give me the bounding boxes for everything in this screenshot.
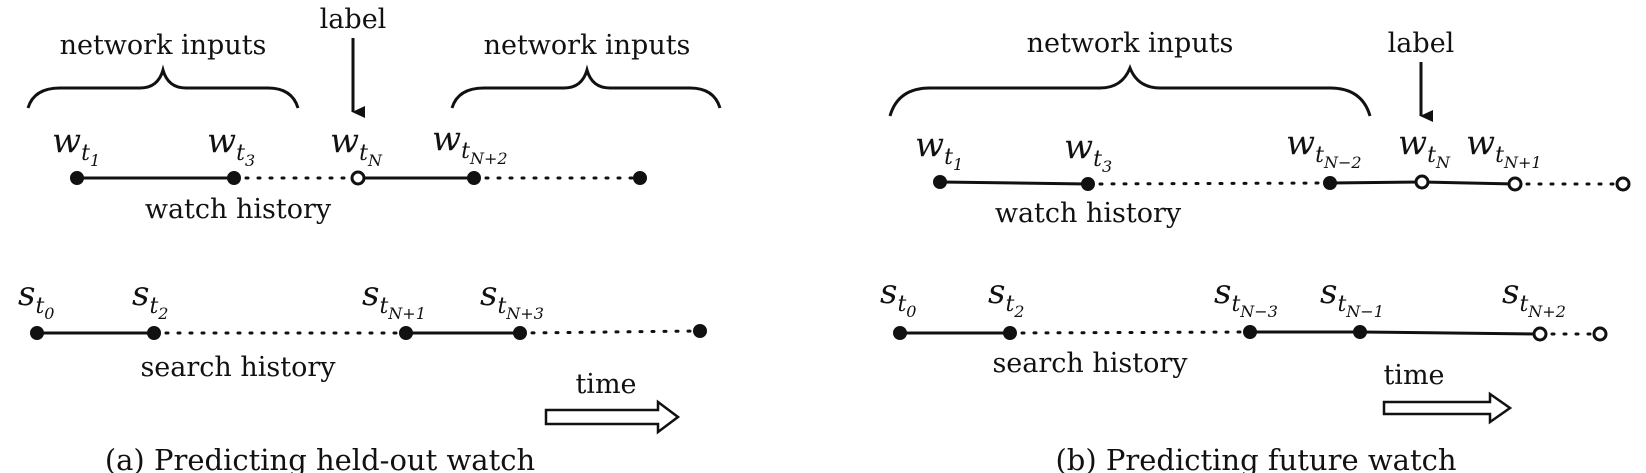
search-node-b-end (1592, 326, 1608, 342)
watch-segment-b-2 (1329, 180, 1423, 185)
search-node-a-t0 (30, 326, 44, 340)
search-label-b-tN-1: stN−1 (1320, 272, 1384, 321)
watch-label-b-tN: wtN (1398, 123, 1451, 172)
watch-label-a-tN2: wtN+2 (432, 119, 508, 168)
brace-right-label-a: network inputs (484, 30, 691, 61)
search-label-a-t2: st2 (132, 274, 168, 323)
watch-node-b-end (1615, 176, 1631, 192)
watch-label-b-tN1: wtN+1 (1466, 123, 1542, 172)
search-label-a-t0: st0 (18, 274, 54, 323)
search-label-b-tN-3: stN−3 (1214, 272, 1278, 321)
search-dotted-a-2 (518, 329, 702, 335)
panel-a: network inputs network inputs label wt1 … (18, 4, 722, 473)
watch-node-a-tN2 (467, 171, 481, 185)
search-node-a-end (693, 324, 707, 338)
search-node-b-tN-1 (1353, 325, 1367, 339)
search-node-a-tN3 (513, 326, 527, 340)
search-node-b-t0 (893, 326, 907, 340)
watch-history-label-b: watch history (995, 198, 1182, 229)
time-arrow-b (1382, 391, 1513, 425)
caption-a: (a) Predicting held-out watch (105, 443, 535, 473)
search-node-a-tN1 (399, 326, 413, 340)
watch-label-b-t1: wt1 (915, 125, 963, 174)
watch-label-a-t1: wt1 (52, 121, 100, 170)
search-node-b-tN-3 (1243, 325, 1257, 339)
watch-label-b-tN-2: wtN−2 (1286, 123, 1362, 172)
search-label-b-t2: st2 (988, 272, 1024, 321)
watch-label-a-t3: wt3 (207, 121, 255, 170)
watch-node-b-tN (1414, 174, 1430, 190)
time-label-b: time (1383, 360, 1444, 391)
brace-left-label-a: network inputs (60, 30, 267, 61)
search-segment-b-3 (1359, 330, 1541, 336)
panel-b: network inputs label wt1 wt3 wtN−2 wtN w… (880, 28, 1631, 473)
search-node-a-t2 (147, 326, 161, 340)
caption-b: (b) Predicting future watch (1055, 443, 1456, 473)
watch-node-a-t1 (70, 171, 84, 185)
time-arrow-a (544, 399, 681, 435)
label-text-b: label (1388, 28, 1455, 59)
search-history-label-b: search history (992, 348, 1188, 379)
watch-node-b-tN1 (1507, 176, 1523, 192)
watch-segment-b-1 (939, 180, 1089, 186)
watch-node-a-end (633, 171, 647, 185)
brace-left-a (26, 64, 300, 109)
search-dotted-b-1 (1008, 330, 1252, 335)
search-history-label-a: search history (140, 352, 336, 383)
watch-label-a-tN: wtN (330, 121, 383, 170)
search-node-b-tN2 (1532, 326, 1548, 342)
watch-label-b-t3: wt3 (1064, 127, 1112, 176)
search-label-a-tN3: stN+3 (480, 274, 544, 323)
watch-node-a-t3 (227, 171, 241, 185)
watch-node-b-t1 (933, 175, 947, 189)
brace-b (888, 63, 1372, 117)
search-node-b-t2 (1003, 326, 1017, 340)
watch-node-b-t3 (1081, 177, 1095, 191)
time-label-a: time (575, 369, 636, 400)
search-label-a-tN1: stN+1 (362, 274, 426, 323)
label-text-a: label (320, 4, 387, 35)
watch-segment-b-3 (1421, 180, 1516, 186)
watch-node-b-tN-2 (1323, 176, 1337, 190)
search-label-b-t0: st0 (880, 272, 916, 321)
brace-label-b: network inputs (1027, 28, 1234, 59)
search-label-b-tN2: stN+2 (1502, 272, 1566, 321)
watch-history-label-a: watch history (145, 194, 332, 225)
watch-node-a-tN (350, 170, 366, 186)
watch-dotted-b-1 (1086, 181, 1332, 186)
brace-right-a (450, 64, 722, 109)
